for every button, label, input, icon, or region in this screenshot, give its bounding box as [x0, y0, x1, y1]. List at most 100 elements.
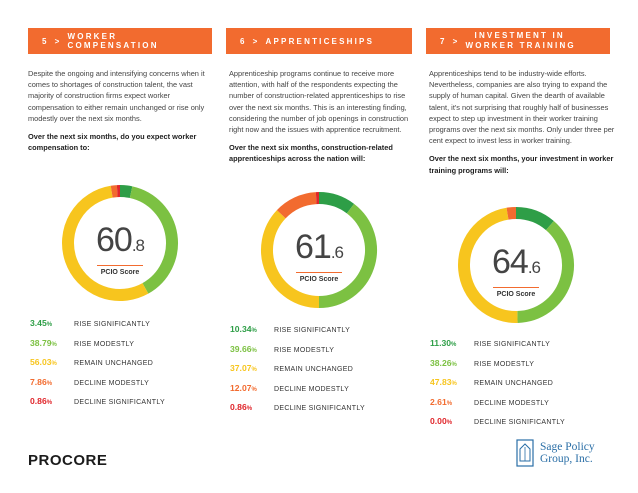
legend-percent: 11.30% — [430, 338, 474, 348]
legend-percent-symbol: % — [446, 400, 453, 407]
legend-percent-value: 0.86 — [230, 402, 247, 412]
legend-percent: 38.26% — [430, 358, 474, 368]
legend-percent-symbol: % — [451, 361, 457, 368]
section-6-banner: 6 > APPRENTICESHIPS — [226, 28, 412, 54]
section-6-title: APPRENTICESHIPS — [265, 36, 375, 46]
legend-percent: 37.07% — [230, 363, 274, 373]
section-6-number: 6 — [240, 36, 247, 46]
section-6-question: Over the next six months, construction-r… — [229, 143, 393, 164]
section-7-title: INVESTMENT IN WORKER TRAINING — [466, 31, 576, 51]
legend-percent-symbol: % — [46, 380, 53, 387]
score-decimal: .6 — [330, 243, 344, 262]
section-7-score: 64.6 PCIO Score — [476, 245, 556, 298]
score-decimal: .6 — [527, 258, 541, 277]
legend-percent-symbol: % — [51, 341, 57, 348]
legend-row: 0.86% DECLINE SIGNIFICANTLY — [230, 402, 365, 422]
legend-percent-value: 3.45 — [30, 318, 47, 328]
section-6-donut-chart — [261, 192, 377, 308]
legend-percent: 7.86% — [30, 377, 74, 387]
section-5-donut-chart — [62, 185, 178, 301]
legend-percent-value: 0.86 — [30, 396, 47, 406]
legend-percent-value: 37.07 — [230, 363, 252, 373]
sage-line2: Group, Inc. — [540, 453, 593, 465]
legend-percent-symbol: % — [251, 367, 257, 373]
legend-label: REMAIN UNCHANGED — [74, 360, 154, 367]
section-5-legend: 3.45% RISE SIGNIFICANTLY 38.79% RISE MODEST… — [30, 318, 165, 416]
legend-percent-value: 11.30 — [430, 338, 452, 348]
legend-percent-symbol: % — [46, 322, 53, 328]
section-7-question: Over the next six months, your investmen… — [429, 154, 614, 175]
legend-row: 38.79% RISE MODESTLY — [30, 338, 165, 358]
legend-percent: 38.79% — [30, 338, 74, 348]
donut-slice-rise-modestly — [129, 186, 178, 294]
legend-row: 3.45% RISE SIGNIFICANTLY — [30, 318, 165, 338]
score-integer: 60 — [95, 221, 133, 259]
donut-slice-decline-modestly — [276, 192, 317, 219]
section-7-donut-chart — [458, 207, 574, 323]
legend-label: DECLINE MODESTLY — [474, 399, 550, 407]
legend-row: 7.86% DECLINE MODESTLY — [30, 377, 165, 397]
legend-percent: 47.83% — [430, 377, 474, 387]
section-7-text: Apprenticeships tend to be industry-wide… — [429, 68, 615, 176]
score-decimal: .8 — [131, 236, 145, 255]
legend-label: RISE SIGNIFICANTLY — [74, 321, 151, 328]
legend-percent-value: 12.07 — [230, 382, 252, 393]
procore-logo: PROCORE — [28, 452, 108, 469]
section-7-paragraph: Apprenticeships tend to be industry-wide… — [429, 69, 615, 146]
legend-label: RISE SIGNIFICANTLY — [474, 341, 551, 348]
legend-percent: 10.34% — [230, 324, 274, 334]
section-6-legend: 10.34% RISE SIGNIFICANTLY 39.66% RISE MODES… — [230, 324, 365, 422]
donut-slice-rise-significantly — [119, 185, 133, 199]
legend-percent: 12.07% — [230, 383, 274, 393]
legend-row: 10.34% RISE SIGNIFICANTLY — [230, 324, 365, 344]
legend-row: 11.30% RISE SIGNIFICANTLY — [430, 338, 565, 358]
section-7-number: 7 — [440, 36, 447, 46]
legend-percent-value: 47.83 — [430, 377, 452, 387]
legend-percent-value: 39.66 — [230, 343, 252, 354]
legend-percent: 39.66% — [230, 344, 274, 354]
legend-row: 56.03% REMAIN UNCHANGED — [30, 357, 165, 377]
legend-label: REMAIN UNCHANGED — [274, 366, 354, 373]
legend-row: 0.00% DECLINE SIGNIFICANTLY — [430, 416, 565, 436]
section-7-title-line2: WORKER TRAINING — [465, 41, 576, 50]
legend-percent-value: 56.03 — [30, 357, 52, 367]
legend-row: 2.61% DECLINE MODESTLY — [430, 397, 565, 417]
banner-separator: > — [252, 36, 260, 46]
legend-row: 12.07% DECLINE MODESTLY — [230, 383, 365, 403]
donut-slice-remain-unchanged — [62, 185, 149, 301]
legend-percent: 3.45% — [30, 318, 74, 328]
legend-percent: 56.03% — [30, 357, 74, 367]
donut-slice-remain-unchanged — [458, 207, 518, 323]
score-integer: 61 — [294, 228, 332, 266]
legend-label: RISE MODESTLY — [74, 340, 135, 348]
banner-separator: > — [452, 36, 460, 46]
legend-percent-symbol: % — [451, 342, 457, 348]
legend-percent-value: 10.34 — [230, 324, 252, 334]
legend-percent-symbol: % — [51, 361, 57, 367]
section-7-banner: 7 > INVESTMENT IN WORKER TRAINING — [426, 28, 610, 54]
legend-percent: 0.00% — [430, 416, 474, 426]
legend-percent-symbol: % — [446, 420, 453, 426]
section-5-title: WORKER COMPENSATION — [67, 32, 159, 50]
section-5-text: Despite the ongoing and intensifying con… — [28, 68, 216, 153]
section-7-legend: 11.30% RISE SIGNIFICANTLY 38.26% RISE MODES… — [430, 338, 565, 436]
legend-label: RISE MODESTLY — [274, 346, 335, 354]
legend-row: 38.26% RISE MODESTLY — [430, 358, 565, 378]
legend-percent-symbol: % — [46, 400, 53, 406]
legend-percent-value: 38.26 — [430, 357, 452, 368]
section-6-score: 61.6 PCIO Score — [279, 230, 359, 283]
score-label: PCIO Score — [100, 269, 140, 276]
donut-slice-remain-unchanged — [261, 210, 320, 308]
section-5-banner: 5 > WORKER COMPENSATION — [28, 28, 212, 54]
donut-slice-rise-significantly — [515, 207, 554, 231]
section-5-paragraph: Despite the ongoing and intensifying con… — [28, 69, 205, 123]
section-5-score: 60.8 PCIO Score — [80, 223, 160, 276]
donut-slice-decline-modestly — [506, 207, 517, 220]
legend-percent-value: 38.79 — [30, 337, 52, 348]
donut-slice-rise-modestly — [517, 221, 574, 323]
score-divider — [97, 265, 143, 266]
legend-percent-value: 7.86 — [30, 376, 47, 387]
legend-percent-symbol: % — [451, 381, 457, 387]
legend-percent: 0.86% — [230, 402, 274, 412]
section-6-paragraph: Apprenticeship programs continue to rece… — [229, 69, 409, 135]
